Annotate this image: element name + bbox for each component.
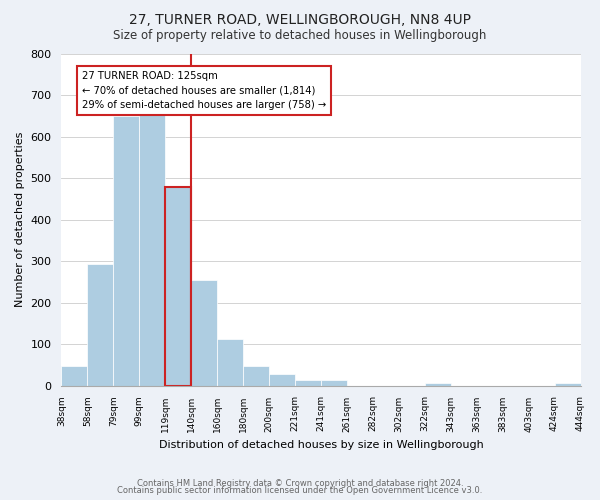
- Text: 27, TURNER ROAD, WELLINGBOROUGH, NN8 4UP: 27, TURNER ROAD, WELLINGBOROUGH, NN8 4UP: [129, 12, 471, 26]
- Bar: [88, 264, 113, 386]
- Bar: [554, 384, 581, 386]
- X-axis label: Distribution of detached houses by size in Wellingborough: Distribution of detached houses by size …: [158, 440, 484, 450]
- Bar: [243, 366, 269, 386]
- Bar: [191, 280, 217, 386]
- Bar: [269, 374, 295, 386]
- Text: Contains public sector information licensed under the Open Government Licence v3: Contains public sector information licen…: [118, 486, 482, 495]
- Y-axis label: Number of detached properties: Number of detached properties: [15, 132, 25, 308]
- Bar: [321, 380, 347, 386]
- Text: 27 TURNER ROAD: 125sqm
← 70% of detached houses are smaller (1,814)
29% of semi-: 27 TURNER ROAD: 125sqm ← 70% of detached…: [82, 70, 326, 110]
- Bar: [425, 384, 451, 386]
- Bar: [165, 188, 191, 386]
- Bar: [217, 338, 243, 386]
- Bar: [61, 366, 88, 386]
- Bar: [113, 116, 139, 386]
- Bar: [139, 112, 165, 386]
- Text: Contains HM Land Registry data © Crown copyright and database right 2024.: Contains HM Land Registry data © Crown c…: [137, 479, 463, 488]
- Bar: [295, 380, 321, 386]
- Text: Size of property relative to detached houses in Wellingborough: Size of property relative to detached ho…: [113, 28, 487, 42]
